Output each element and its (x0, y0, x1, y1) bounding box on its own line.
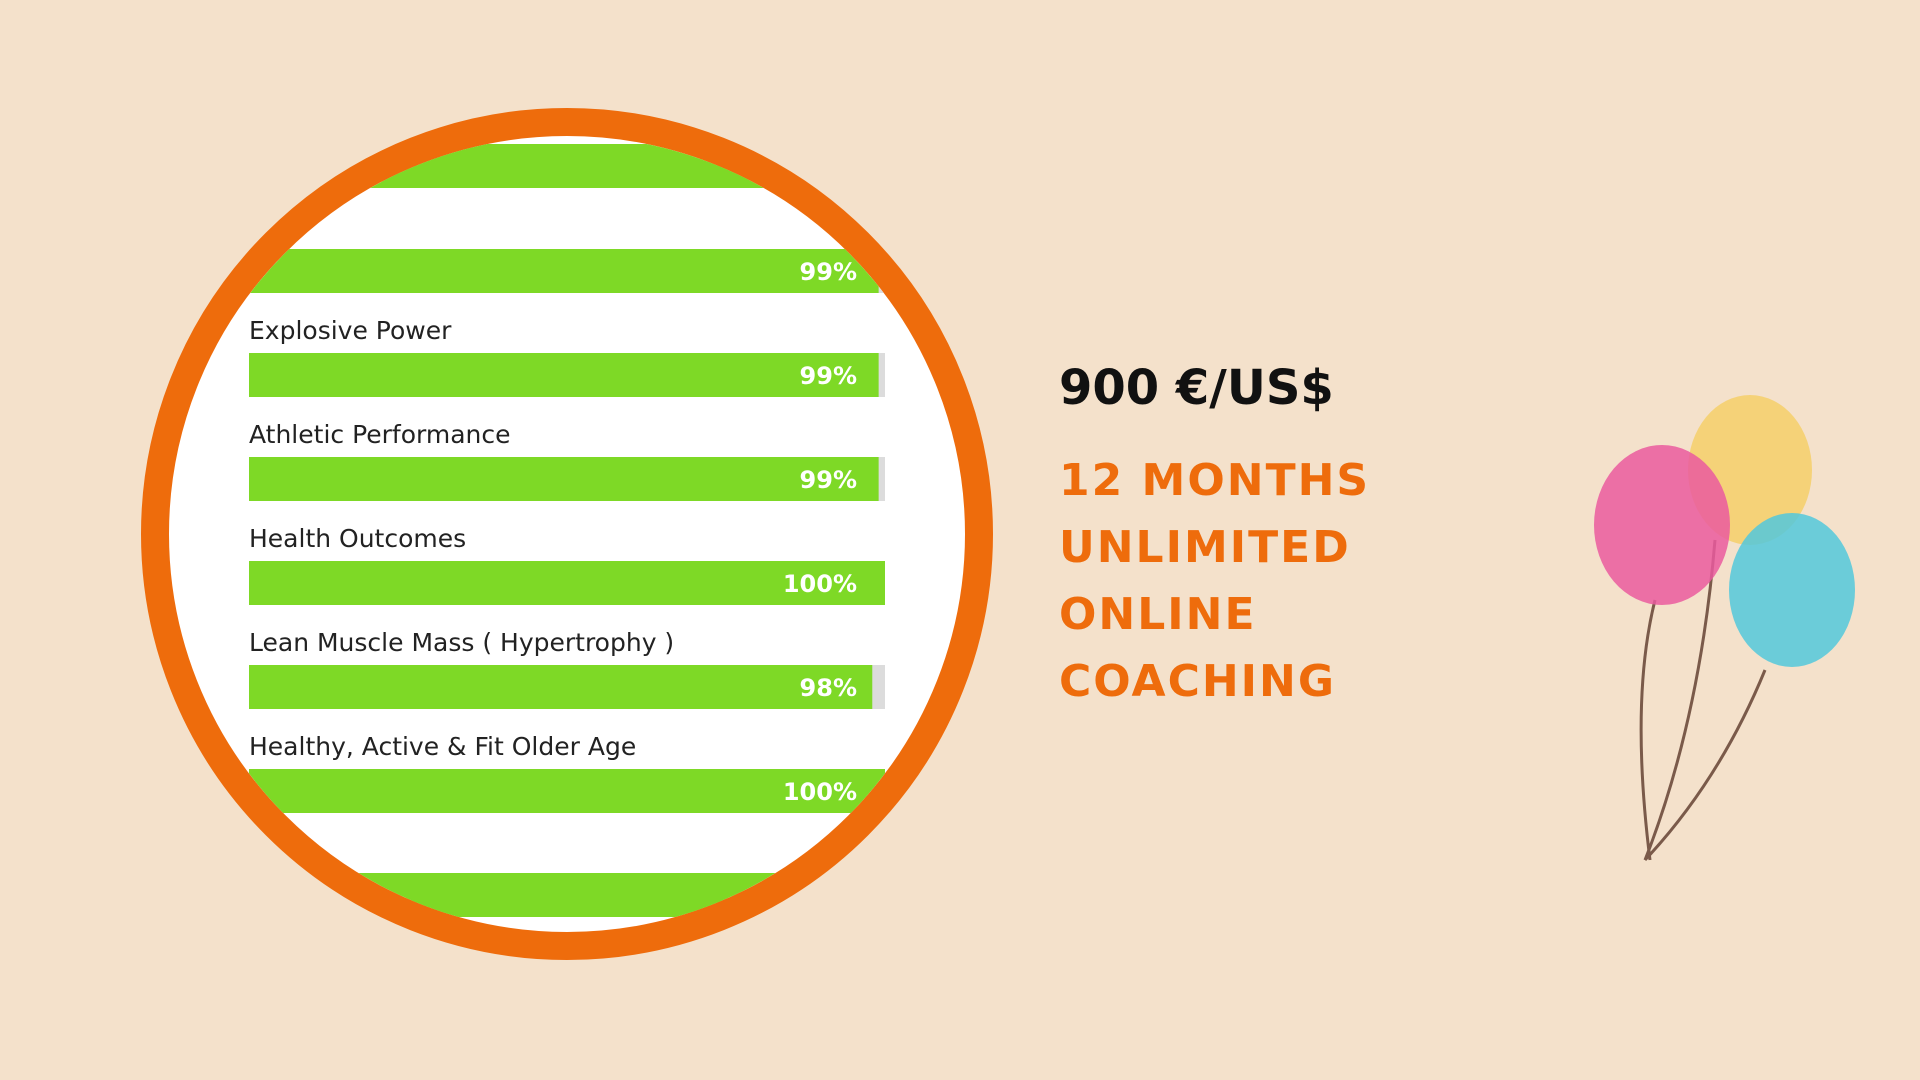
price: 900 €/US$ (1059, 360, 1334, 416)
bar (249, 457, 879, 501)
offer-line: ONLINE (1059, 589, 1257, 640)
balloons (1594, 395, 1855, 862)
bar-value-label: 100% (783, 778, 857, 806)
skill-label: Healthy, Active & Fit Older Age (249, 732, 636, 761)
offer-line: 12 MONTHS (1059, 455, 1370, 506)
offer-line: UNLIMITED (1059, 522, 1351, 573)
skill-label: Health Outcomes (249, 524, 466, 553)
skill-label: Athletic Performance (249, 420, 511, 449)
circle-frame (141, 108, 993, 960)
bar-value-label: 99% (800, 258, 857, 286)
bar (249, 561, 885, 605)
bar (249, 769, 885, 813)
offer-line: COACHING (1059, 656, 1336, 707)
bar-value-label: 99% (800, 362, 857, 390)
bar-value-label: 100% (783, 570, 857, 598)
bar-value-label: 98% (800, 674, 857, 702)
bar (249, 353, 879, 397)
bar-value-label: 99% (800, 466, 857, 494)
bar (249, 665, 873, 709)
skill-label: Explosive Power (249, 316, 452, 345)
offer-text: 12 MONTHS UNLIMITED ONLINE COACHING (1059, 455, 1370, 707)
skill-label: Lean Muscle Mass ( Hypertrophy ) (249, 628, 674, 657)
bar (249, 249, 879, 293)
